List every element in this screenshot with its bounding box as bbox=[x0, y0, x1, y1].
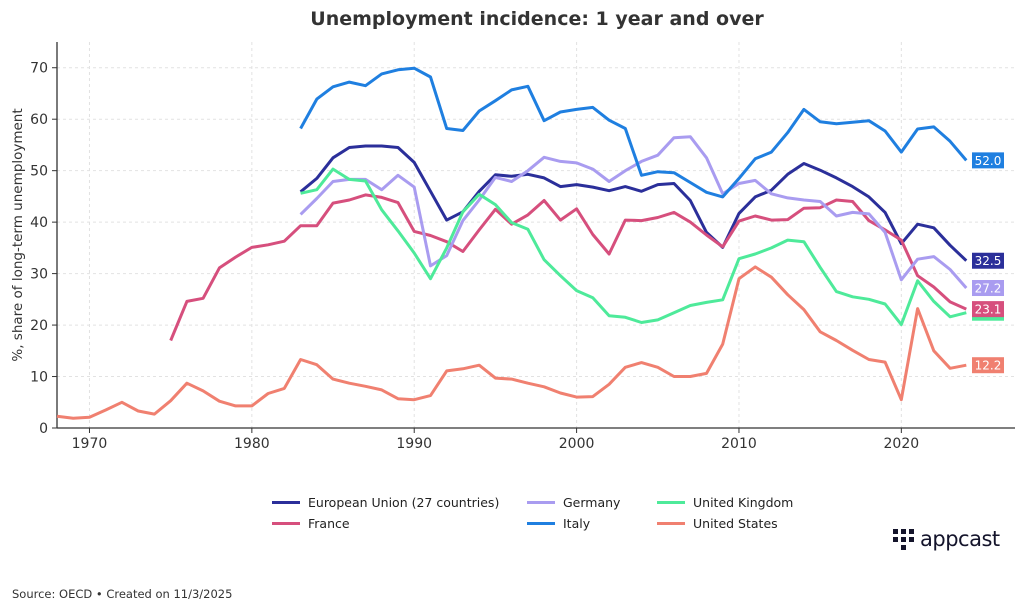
y-tick-label: 50 bbox=[30, 164, 48, 180]
legend-swatch bbox=[527, 501, 555, 504]
appcast-logo-text: appcast bbox=[920, 527, 1000, 551]
y-tick-label: 60 bbox=[30, 112, 48, 128]
x-tick-label: 2000 bbox=[559, 436, 595, 452]
y-tick-label: 40 bbox=[30, 215, 48, 231]
end-label: 52.0 bbox=[975, 154, 1002, 168]
legend-item: United Kingdom bbox=[657, 495, 807, 510]
legend-item: Italy bbox=[527, 516, 657, 531]
source-note: Source: OECD • Created on 11/3/2025 bbox=[12, 587, 233, 601]
x-tick-label: 1980 bbox=[234, 436, 270, 452]
legend: European Union (27 countries) Germany Unit… bbox=[272, 495, 807, 531]
chart-title: Unemployment incidence: 1 year and over bbox=[310, 8, 764, 30]
legend-item: France bbox=[272, 516, 527, 531]
series-line-germany bbox=[299, 135, 968, 289]
legend-swatch bbox=[272, 501, 300, 504]
y-tick-label: 10 bbox=[30, 370, 48, 386]
y-tick-label: 0 bbox=[39, 421, 48, 437]
y-axis-label: %, share of long-term unemployment bbox=[10, 108, 26, 361]
end-label: 23.1 bbox=[975, 303, 1002, 317]
end-label: 12.2 bbox=[975, 359, 1002, 373]
appcast-logo-mark-icon bbox=[893, 529, 914, 550]
x-tick-label: 2020 bbox=[884, 436, 920, 452]
legend-label: European Union (27 countries) bbox=[308, 495, 500, 510]
x-tick-label: 2010 bbox=[721, 436, 757, 452]
y-tick-label: 20 bbox=[30, 318, 48, 334]
legend-swatch bbox=[527, 522, 555, 525]
end-label-box bbox=[972, 301, 1004, 318]
appcast-logo: appcast bbox=[893, 527, 1000, 551]
series-line-france bbox=[169, 193, 967, 342]
x-tick-label: 1990 bbox=[396, 436, 432, 452]
series-line-united-states bbox=[56, 265, 967, 420]
y-tick-label: 30 bbox=[30, 267, 48, 283]
legend-label: Germany bbox=[563, 495, 621, 510]
legend-label: United Kingdom bbox=[693, 495, 794, 510]
legend-item: United States bbox=[657, 516, 807, 531]
legend-swatch bbox=[657, 522, 685, 525]
end-label: 32.5 bbox=[975, 254, 1002, 268]
end-label-box bbox=[972, 357, 1004, 374]
legend-label: France bbox=[308, 516, 350, 531]
legend-label: United States bbox=[693, 516, 778, 531]
legend-swatch bbox=[272, 522, 300, 525]
series-line-european-union-27-countries- bbox=[299, 144, 968, 262]
x-tick-label: 1970 bbox=[72, 436, 108, 452]
legend-swatch bbox=[657, 501, 685, 504]
series-line-italy bbox=[299, 66, 968, 199]
legend-label: Italy bbox=[563, 516, 591, 531]
legend-item: Germany bbox=[527, 495, 657, 510]
legend-item: European Union (27 countries) bbox=[272, 495, 527, 510]
line-chart: Unemployment incidence: 1 year and over 0… bbox=[10, 8, 1015, 452]
series-line-united-kingdom bbox=[300, 167, 967, 327]
y-tick-label: 70 bbox=[30, 61, 48, 77]
end-label: 27.2 bbox=[975, 282, 1002, 296]
end-label-box bbox=[972, 152, 1004, 169]
end-label-box bbox=[972, 252, 1004, 269]
end-label-box bbox=[972, 280, 1004, 297]
